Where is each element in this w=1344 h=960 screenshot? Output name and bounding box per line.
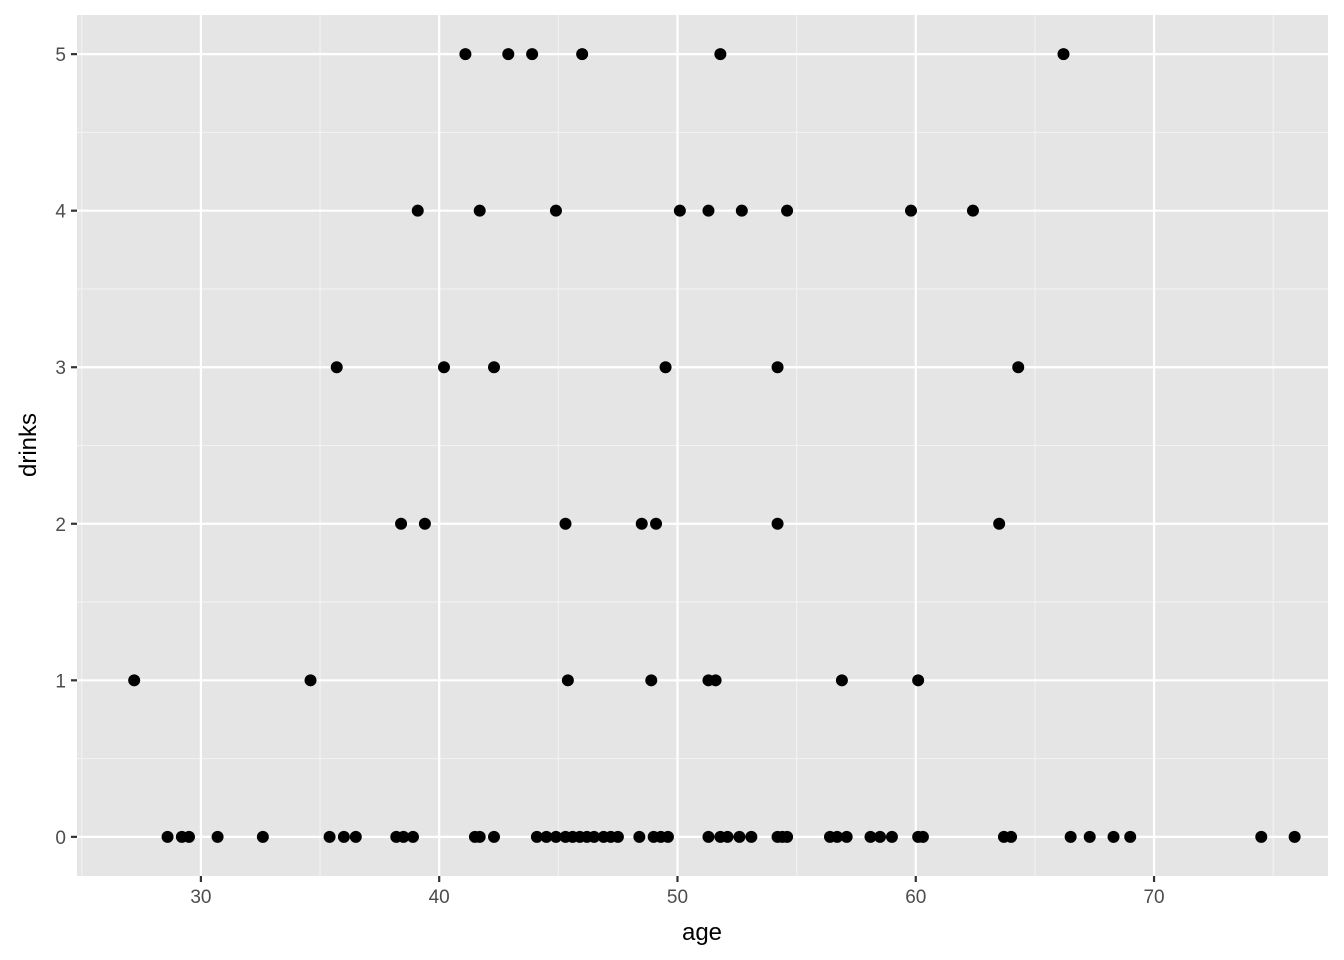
data-point [840,830,853,843]
data-point [1255,830,1268,843]
data-point [611,830,624,843]
data-point [916,830,929,843]
data-point [831,830,844,843]
data-point [659,361,672,374]
data-point [304,674,317,687]
y-axis-title: drinks [15,413,42,477]
data-point [912,674,925,687]
data-point [1107,830,1120,843]
data-point [1288,830,1301,843]
data-point [771,361,784,374]
x-tick-label: 50 [667,887,688,908]
data-points [128,48,1301,843]
data-point [418,517,431,530]
data-point [633,830,646,843]
data-point [1005,830,1018,843]
y-tick-label: 1 [55,671,66,692]
data-point [771,517,784,530]
data-point [473,204,486,217]
x-tick-label: 60 [905,887,926,908]
data-point [395,517,408,530]
x-axis-title: age [682,919,722,946]
data-point [349,830,362,843]
data-point [411,204,424,217]
data-point [885,830,898,843]
data-point [502,48,515,61]
data-point [993,517,1006,530]
axes: 30 40 50 60 70 0 1 2 3 4 5 [55,45,1164,908]
data-point [650,517,663,530]
data-point [721,830,734,843]
data-point [702,830,715,843]
y-tick-label: 3 [55,358,66,379]
data-point [1057,48,1070,61]
data-point [182,830,195,843]
data-point [337,830,350,843]
data-point [781,830,794,843]
data-point [835,674,848,687]
data-point [526,48,539,61]
data-point [673,204,686,217]
data-point [330,361,343,374]
data-point [323,830,336,843]
x-tick-label: 70 [1143,887,1164,908]
data-point [540,830,553,843]
y-tick-label: 0 [55,828,66,849]
data-point [559,517,572,530]
data-point [576,48,589,61]
y-tick-label: 4 [55,202,66,223]
data-point [745,830,758,843]
data-point [530,830,543,843]
data-point [1012,361,1025,374]
y-tick-label: 2 [55,515,66,536]
x-tick-label: 40 [429,887,450,908]
data-point [1124,830,1137,843]
x-tick-label: 30 [190,887,211,908]
data-point [128,674,141,687]
data-point [1083,830,1096,843]
data-point [549,830,562,843]
data-point [1064,830,1077,843]
data-point [561,674,574,687]
data-point [211,830,224,843]
data-point [735,204,748,217]
data-point [161,830,174,843]
data-point [473,830,486,843]
data-point [661,830,674,843]
data-point [437,361,450,374]
data-point [709,674,722,687]
data-point [256,830,269,843]
data-point [864,830,877,843]
data-point [733,830,746,843]
data-point [488,361,500,374]
data-point [781,204,794,217]
data-point [406,830,419,843]
data-point [905,204,917,217]
plot-panel [77,15,1328,876]
data-point [714,48,727,61]
data-point [635,517,648,530]
data-point [966,204,979,217]
data-point [702,204,715,217]
data-point [645,674,658,687]
data-point [874,830,887,843]
data-point [549,204,562,217]
data-point [588,830,601,843]
data-point [397,830,410,843]
data-point [459,48,472,61]
y-tick-label: 5 [55,45,66,66]
data-point [488,830,500,843]
